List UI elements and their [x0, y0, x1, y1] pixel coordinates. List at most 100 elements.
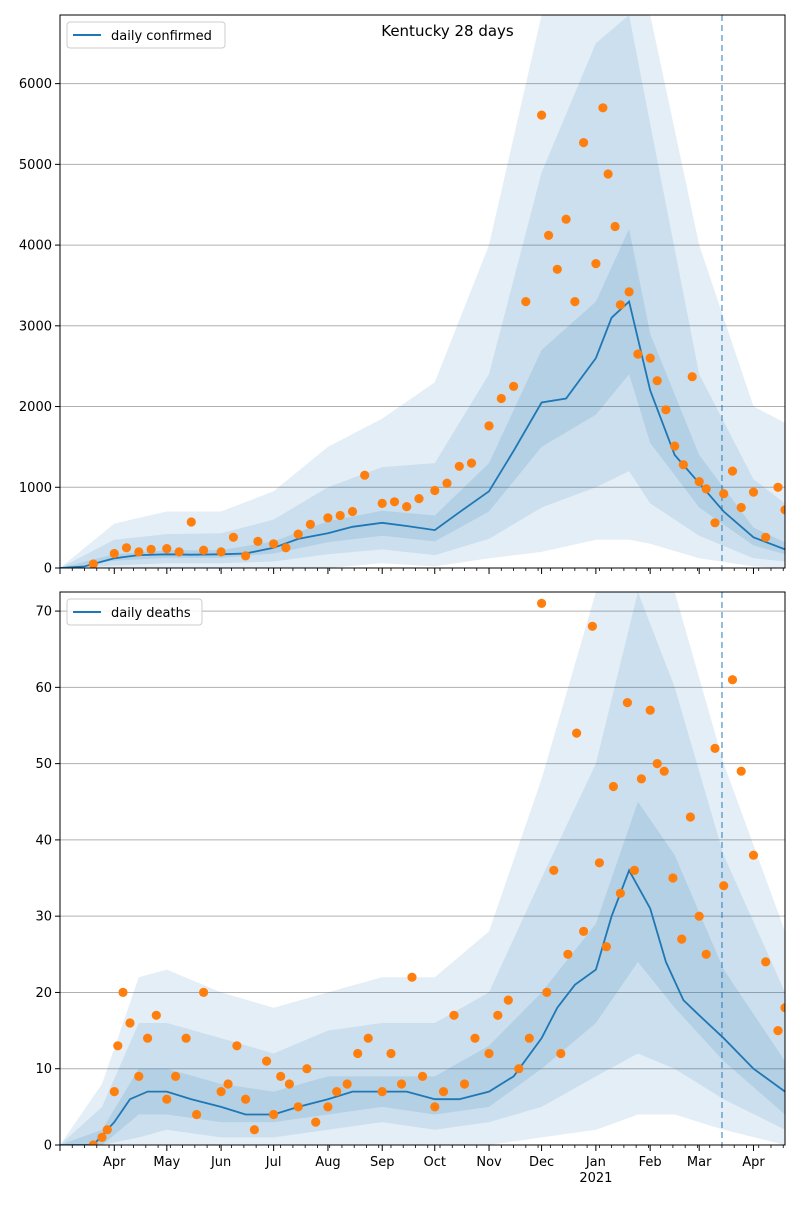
data-point: [151, 1010, 161, 1020]
x-tick-label: Feb: [639, 1155, 662, 1170]
data-point: [591, 259, 601, 269]
data-point: [192, 1109, 202, 1120]
data-point: [134, 547, 144, 557]
axes-frame: [59, 591, 786, 1146]
x-tick-label: Dec: [529, 1155, 554, 1170]
data-point: [761, 957, 771, 967]
data-point: [496, 393, 506, 404]
data-point: [633, 349, 643, 359]
confidence-band: [60, 801, 785, 1145]
data-point: [249, 1125, 259, 1135]
data-point: [493, 1010, 503, 1020]
data-point: [377, 498, 387, 508]
y-tick-label: 6000: [19, 77, 52, 92]
data-point: [386, 1048, 396, 1059]
data-point: [199, 987, 209, 998]
data-point: [537, 110, 547, 120]
data-point: [645, 705, 655, 715]
data-point: [228, 532, 238, 542]
data-point: [162, 544, 172, 554]
x-year-label: 2021: [579, 1171, 612, 1186]
legend: daily confirmed: [66, 21, 226, 49]
data-point: [293, 1102, 303, 1112]
x-tick-label: Apr: [103, 1155, 126, 1170]
data-point: [174, 547, 184, 557]
data-point: [293, 529, 303, 539]
data-point: [241, 551, 251, 561]
data-point: [186, 517, 196, 527]
data-point: [199, 545, 209, 555]
data-point: [701, 949, 711, 959]
y-tick-label: 4000: [19, 239, 52, 254]
x-tick-label: Oct: [424, 1155, 446, 1170]
data-point: [171, 1071, 181, 1081]
data-point: [241, 1094, 251, 1104]
legend-label: daily deaths: [111, 606, 191, 621]
data-point: [542, 987, 552, 998]
data-point: [624, 287, 634, 297]
data-point: [332, 1087, 342, 1097]
data-point: [561, 214, 571, 224]
data-point: [652, 759, 662, 769]
data-point: [284, 1079, 294, 1089]
data-point: [544, 230, 554, 240]
data-point: [748, 487, 759, 497]
data-point: [685, 812, 696, 822]
data-point: [670, 441, 680, 451]
y-tick-label: 1000: [19, 481, 52, 496]
data-point: [594, 858, 605, 868]
data-point: [125, 1018, 135, 1028]
confidence-band: [60, 592, 785, 1145]
data-point: [736, 766, 746, 776]
data-point: [710, 743, 720, 754]
data-point: [305, 519, 315, 530]
data-point: [389, 497, 400, 507]
data-point: [719, 489, 729, 499]
data-point: [216, 547, 226, 557]
y-tick-label: 40: [35, 833, 52, 848]
confidence-band: [60, 228, 785, 568]
y-tick-label: 3000: [19, 319, 52, 334]
data-point: [719, 881, 729, 891]
data-point: [407, 972, 417, 982]
data-point: [601, 942, 612, 952]
data-point: [363, 1033, 373, 1043]
data-point: [113, 1041, 123, 1051]
data-point: [459, 1079, 470, 1089]
x-tick-label: May: [153, 1155, 180, 1170]
data-point: [414, 494, 424, 504]
data-point: [694, 477, 704, 487]
data-point: [302, 1064, 312, 1074]
data-point: [521, 297, 531, 307]
legend-box: [66, 21, 226, 49]
data-point: [269, 539, 279, 549]
data-point: [727, 466, 738, 476]
confidence-band: [60, 15, 785, 568]
data-point: [449, 1010, 459, 1020]
data-point: [710, 518, 720, 528]
data-point: [335, 510, 345, 521]
data-point: [537, 598, 547, 609]
data-point: [470, 1033, 480, 1043]
data-point: [598, 103, 608, 113]
data-point: [615, 300, 626, 310]
plot-area-0: [60, 15, 785, 568]
data-point: [773, 482, 783, 492]
x-tick-label: Mar: [687, 1155, 712, 1170]
data-point: [652, 376, 662, 386]
data-point: [442, 478, 452, 488]
data-point: [610, 221, 620, 232]
data-point: [503, 995, 513, 1005]
data-point: [608, 781, 619, 792]
y-tick-label: 20: [35, 986, 52, 1001]
data-point: [622, 698, 633, 708]
data-point: [377, 1087, 387, 1097]
data-point: [430, 1102, 440, 1112]
data-point: [694, 911, 704, 921]
y-tick-label: 2000: [19, 400, 52, 415]
data-point: [484, 1048, 494, 1059]
data-point: [146, 544, 156, 555]
data-point: [216, 1087, 226, 1097]
y-tick-label: 70: [35, 605, 52, 620]
